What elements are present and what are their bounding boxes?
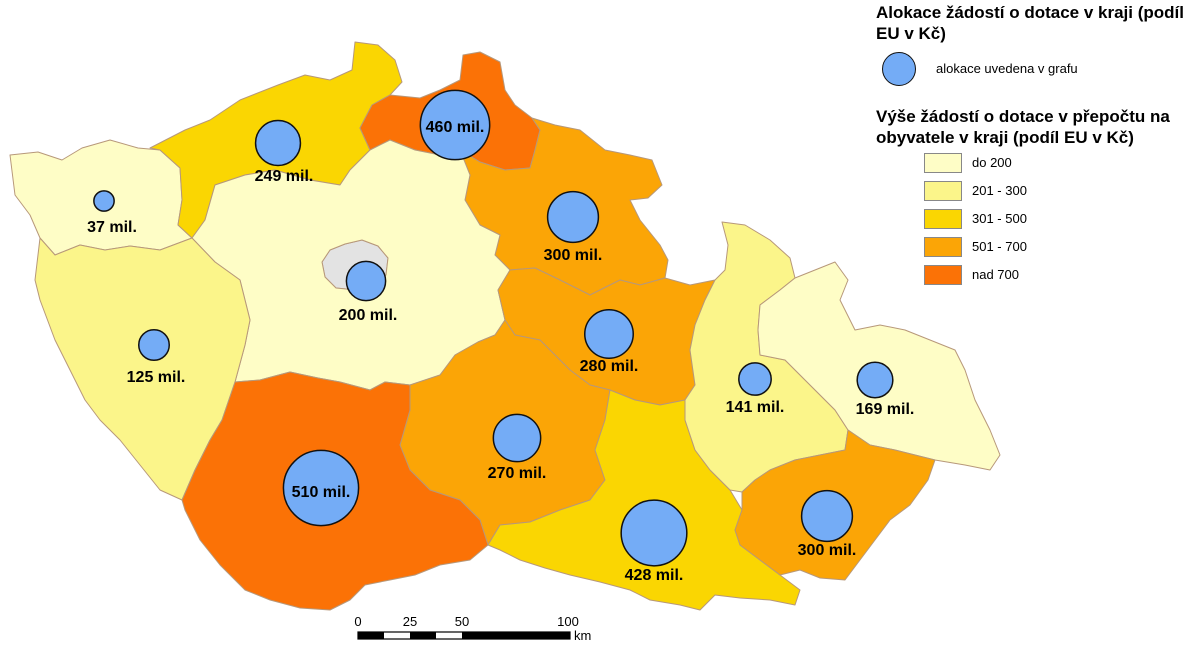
scale-tick-label: 50 bbox=[455, 614, 469, 629]
allocation-value-label: 200 mil. bbox=[339, 307, 398, 324]
scale-tick-label: 100 bbox=[557, 614, 579, 629]
allocation-value-label: 37 mil. bbox=[87, 219, 137, 236]
allocation-value-label: 249 mil. bbox=[255, 168, 314, 185]
legend-allocation-item: alokace uvedena v grafu bbox=[882, 52, 1182, 86]
allocation-value-label: 125 mil. bbox=[127, 369, 186, 386]
scale-unit-label: km bbox=[574, 628, 591, 643]
scale-tick-label: 25 bbox=[403, 614, 417, 629]
allocation-bubble bbox=[856, 361, 894, 399]
allocation-bubble bbox=[419, 89, 491, 161]
legend-class-swatch bbox=[924, 153, 962, 173]
legend-class-label: nad 700 bbox=[972, 267, 1019, 282]
legend-class-item: 201 - 300 bbox=[924, 181, 1184, 203]
allocation-value-label: 270 mil. bbox=[488, 465, 547, 482]
allocation-bubbles: 37 mil. 249 mil. 460 mil. 300 mil. 200 mil. 1… bbox=[87, 89, 915, 584]
allocation-bubble bbox=[93, 190, 115, 212]
scale-tick-label: 0 bbox=[354, 614, 361, 629]
legend-class-item: 301 - 500 bbox=[924, 209, 1184, 231]
legend-class-label: 201 - 300 bbox=[972, 183, 1027, 198]
legend-class-swatch bbox=[924, 181, 962, 201]
legend-class-item: do 200 bbox=[924, 153, 1184, 175]
scale-bar-segment bbox=[410, 632, 436, 639]
allocation-bubble bbox=[584, 309, 634, 359]
scale-bar-segment bbox=[358, 632, 384, 639]
allocation-value-label: 300 mil. bbox=[798, 542, 857, 559]
allocation-bubble bbox=[345, 260, 387, 302]
allocation-bubble bbox=[546, 190, 600, 244]
scale-bar-segment bbox=[462, 632, 570, 639]
legend-bubble-symbol bbox=[882, 52, 916, 86]
allocation-value-label: 300 mil. bbox=[544, 247, 603, 264]
allocation-bubble bbox=[800, 489, 854, 543]
legend-class-label: 501 - 700 bbox=[972, 239, 1027, 254]
allocation-value-label: 460 mil. bbox=[426, 119, 485, 136]
legend-class-item: 501 - 700 bbox=[924, 237, 1184, 259]
allocation-value-label: 141 mil. bbox=[726, 399, 785, 416]
allocation-bubble bbox=[254, 119, 302, 167]
allocation-value-label: 428 mil. bbox=[625, 567, 684, 584]
legend-allocation-title: Alokace žádostí o dotace v kraji (podíl … bbox=[876, 3, 1184, 43]
allocation-bubble bbox=[620, 499, 688, 567]
legend-allocation-label: alokace uvedena v grafu bbox=[936, 61, 1078, 76]
scale-bar: 0 25 50 100 km bbox=[354, 614, 591, 643]
legend-classes-title: Výše žádostí o dotace v přepočtu na obyv… bbox=[876, 107, 1170, 147]
legend-class-swatch bbox=[924, 237, 962, 257]
allocation-bubble bbox=[492, 413, 542, 463]
allocation-value-label: 280 mil. bbox=[580, 358, 639, 375]
allocation-bubble bbox=[738, 362, 772, 396]
allocation-value-label: 510 mil. bbox=[292, 484, 351, 501]
allocation-bubble bbox=[282, 449, 360, 527]
allocation-bubble bbox=[138, 329, 170, 361]
legend-class-item: nad 700 bbox=[924, 265, 1184, 287]
legend-class-label: do 200 bbox=[972, 155, 1012, 170]
legend-class-swatch bbox=[924, 265, 962, 285]
allocation-value-label: 169 mil. bbox=[856, 401, 915, 418]
legend-class-label: 301 - 500 bbox=[972, 211, 1027, 226]
legend-class-swatch bbox=[924, 209, 962, 229]
